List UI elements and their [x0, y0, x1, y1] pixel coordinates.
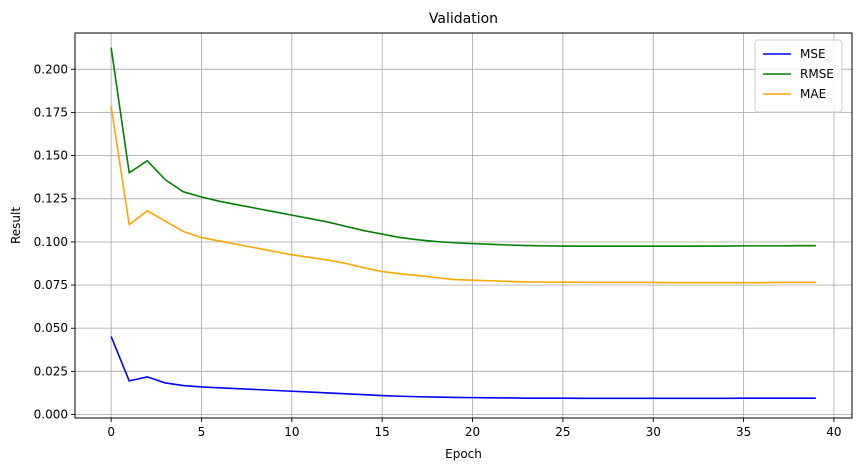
- y-axis-label: Result: [9, 207, 23, 244]
- y-tick-label: 0.025: [34, 364, 68, 378]
- x-axis-label: Epoch: [445, 447, 482, 461]
- x-tick-label: 35: [736, 425, 751, 439]
- y-tick-label: 0.100: [34, 235, 68, 249]
- tick-layer: 0 5 10 15 20 25 30 35 40 0.000 0.025 0.050 0.075 0.10…: [34, 62, 842, 439]
- plot-frame: [74, 32, 853, 419]
- series-line-mse: [110, 336, 816, 400]
- chart-title: Validation: [429, 11, 498, 27]
- y-tick-label: 0.200: [34, 62, 68, 76]
- x-tick-label: 10: [284, 425, 299, 439]
- legend: MSE RMSE MAE: [754, 39, 843, 113]
- x-tick-label: 0: [107, 425, 115, 439]
- x-tick-label: 25: [555, 425, 570, 439]
- y-tick-label: 0.075: [34, 278, 68, 292]
- legend-label: RMSE: [800, 67, 834, 81]
- x-tick-label: 20: [465, 425, 480, 439]
- series-layer: [110, 47, 816, 400]
- x-tick-label: 40: [826, 425, 841, 439]
- grid-layer: [75, 33, 852, 418]
- y-tick-label: 0.000: [34, 408, 68, 422]
- y-tick-label: 0.125: [34, 192, 68, 206]
- series-line-rmse: [110, 47, 816, 248]
- x-tick-label: 15: [375, 425, 390, 439]
- y-tick-label: 0.050: [34, 321, 68, 335]
- x-tick-label: 30: [646, 425, 661, 439]
- x-tick-label: 5: [198, 425, 206, 439]
- legend-label: MAE: [800, 87, 826, 101]
- series-line-mae: [110, 106, 816, 284]
- y-tick-label: 0.150: [34, 149, 68, 163]
- legend-label: MSE: [800, 47, 826, 61]
- y-tick-label: 0.175: [34, 105, 68, 119]
